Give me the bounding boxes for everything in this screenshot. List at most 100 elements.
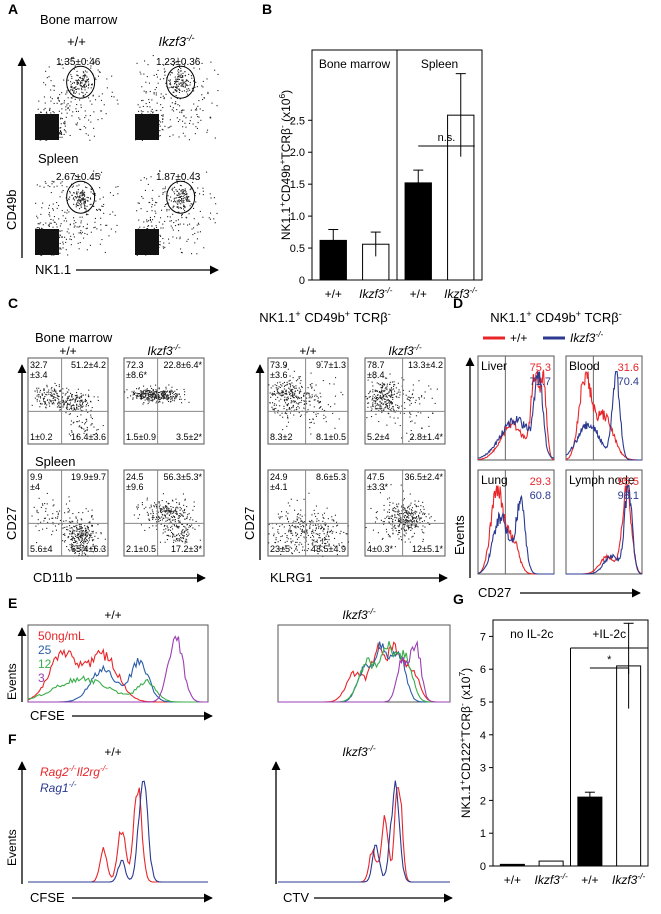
dot [83, 543, 85, 545]
dot [202, 110, 204, 112]
dot [68, 521, 70, 523]
dot [168, 514, 170, 516]
dot [311, 394, 313, 396]
dot [82, 193, 84, 195]
dot [286, 425, 288, 427]
dot [99, 187, 101, 189]
dot [83, 125, 85, 127]
dot [300, 509, 302, 511]
dot [214, 222, 216, 224]
dot [84, 202, 86, 204]
dot [54, 393, 56, 395]
dot [161, 395, 163, 397]
dot [77, 199, 79, 201]
dot [143, 402, 145, 404]
dot [85, 540, 87, 542]
dot [392, 397, 394, 399]
dot [140, 398, 142, 400]
dot [58, 395, 60, 397]
dot [146, 210, 148, 212]
dot [155, 110, 157, 112]
dot [300, 533, 302, 535]
dot [51, 403, 53, 405]
text-part: TCRβ [459, 706, 473, 738]
dot [175, 86, 177, 88]
dot [321, 539, 323, 541]
dot [160, 391, 162, 393]
dot [163, 242, 165, 244]
dot [375, 390, 377, 392]
dot [71, 76, 73, 78]
dot [412, 518, 414, 520]
dot [40, 506, 42, 508]
dot [184, 135, 186, 137]
dot [67, 254, 69, 256]
dot [288, 408, 290, 410]
dot [407, 399, 409, 401]
dot [306, 532, 308, 534]
dot [77, 200, 79, 202]
dot [83, 75, 85, 77]
dot [82, 226, 84, 228]
axis-label: CD49b [4, 190, 19, 230]
dot [77, 195, 79, 197]
dot [78, 232, 80, 234]
dot [83, 86, 85, 88]
dot [185, 527, 187, 529]
dot [73, 81, 75, 83]
dot [188, 200, 190, 202]
dot [161, 394, 163, 396]
dot [180, 73, 182, 75]
dot [150, 506, 152, 508]
dot [76, 400, 78, 402]
dot [63, 404, 65, 406]
dot [182, 515, 184, 517]
quadrant-value: 78.7 [367, 360, 385, 370]
dot [78, 538, 80, 540]
dot [178, 188, 180, 190]
dot [59, 225, 61, 227]
dot [109, 213, 111, 215]
dot [398, 510, 400, 512]
dot [172, 213, 174, 215]
dot [67, 108, 69, 110]
dot [77, 189, 79, 191]
text-part: ) [279, 90, 293, 94]
dot [374, 402, 376, 404]
dot [138, 110, 140, 112]
dot [394, 527, 396, 529]
dot [69, 90, 71, 92]
dot [81, 195, 83, 197]
dot [147, 111, 149, 113]
dot [87, 526, 89, 528]
dot [295, 396, 297, 398]
dot [64, 122, 66, 124]
quadrant-value: ±4.1 [270, 482, 287, 492]
dot [152, 518, 154, 520]
dot [328, 544, 330, 546]
dot [295, 521, 297, 523]
dot [388, 517, 390, 519]
dot [169, 135, 171, 137]
dot [52, 209, 54, 211]
dot [279, 518, 281, 520]
dot [70, 521, 72, 523]
dot [176, 85, 178, 87]
dot [336, 554, 338, 556]
dot [89, 521, 91, 523]
dot [154, 204, 156, 206]
dot [56, 207, 58, 209]
dot [400, 513, 402, 515]
dot [115, 186, 117, 188]
dot [418, 500, 420, 502]
dot [64, 130, 66, 132]
dot [70, 424, 72, 426]
dot [319, 401, 321, 403]
dot [313, 406, 315, 408]
dot [185, 81, 187, 83]
dot [298, 544, 300, 546]
dot [44, 395, 46, 397]
dot [174, 536, 176, 538]
quadrant-value: 24.5 [126, 472, 144, 482]
dot [315, 413, 317, 415]
